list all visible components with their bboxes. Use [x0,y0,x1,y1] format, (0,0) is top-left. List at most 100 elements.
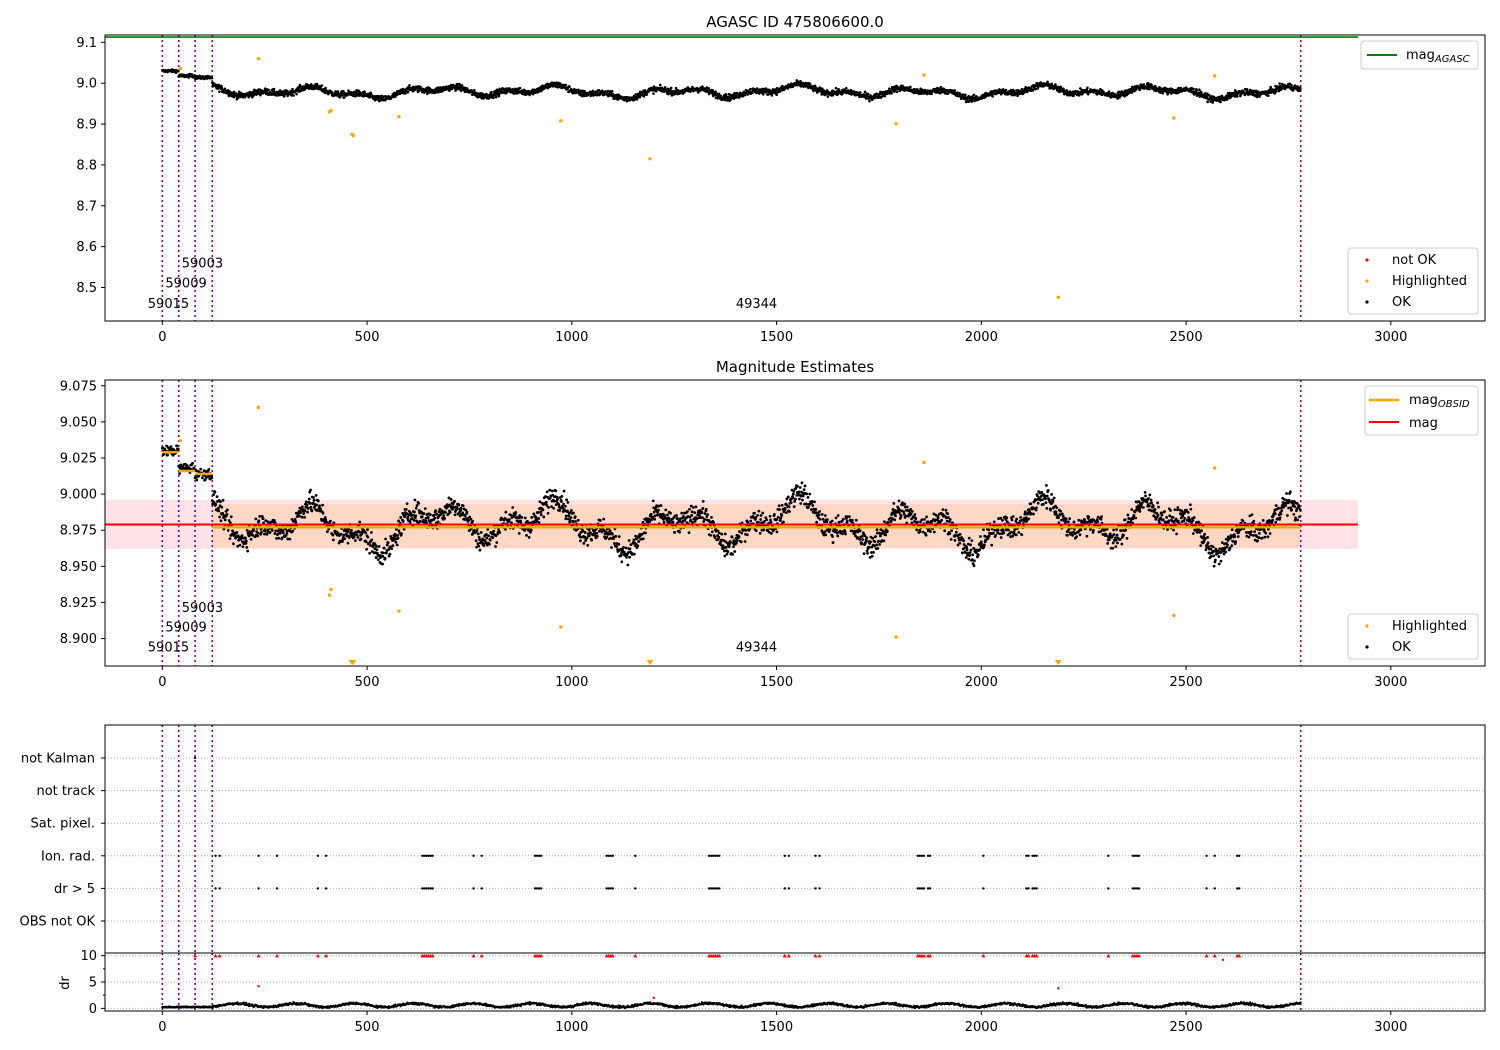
y-tick-label: 9.0 [76,77,97,92]
ok-point [758,531,762,535]
ok-point [315,82,319,86]
ok-point [645,93,648,96]
ok-point [254,517,258,521]
ok-point [610,546,613,549]
x-tick-label: 500 [355,330,380,345]
ok-point [454,87,458,91]
ok-point [232,542,235,546]
ok-point [354,91,358,94]
ok-point [218,515,222,519]
ok-point [507,518,511,522]
ok-point [703,512,707,515]
ok-point [365,547,369,551]
ok-point [868,99,871,103]
ok-point [276,529,280,533]
ok-point [1245,87,1249,91]
ok-point [620,560,624,564]
ok-point [228,537,232,541]
ok-point [826,95,830,98]
x-tick-label: 0 [158,330,166,345]
ok-point [739,540,743,544]
ok-point [191,461,194,465]
ok-point [383,556,387,560]
ok-point [579,89,583,93]
x-tick-label: 1500 [760,330,793,345]
ok-point [693,511,697,515]
ok-point [644,531,647,535]
ok-point [210,476,214,480]
ok-point [297,514,301,518]
ok-point [310,509,314,513]
ok-point [1299,87,1302,90]
ok-point [595,534,599,538]
ok-point [331,533,335,537]
highlighted-point [397,115,401,119]
ok-point [613,542,616,545]
legend-mag-agasc: magAGASC [1360,40,1479,70]
ok-point [762,93,765,96]
ok-point [673,530,677,534]
ok-point [813,84,817,88]
ok-point [701,500,705,503]
ok-point [725,552,729,556]
ok-point [504,510,508,514]
ok-point [830,519,834,523]
ok-point [801,498,804,502]
ok-point [323,516,327,519]
ok-point [381,562,384,566]
ok-point [821,517,825,521]
ok-point [835,529,838,532]
ok-point [1161,91,1165,95]
ok-point [597,89,601,92]
ok-point [292,94,295,97]
ok-point [375,545,378,548]
ok-point [219,519,223,523]
ok-point [744,529,748,532]
ok-point [638,95,642,99]
ok-point [1004,88,1008,92]
ok-point [256,534,259,538]
ok-point [460,84,464,87]
ok-point [235,531,239,534]
ok-point [729,540,732,544]
ok-point [303,87,307,91]
ok-point [826,518,829,522]
ok-point [318,504,322,508]
ok-point [754,529,758,533]
ok-point [558,509,562,512]
y-tick-label: 8.7 [76,199,97,214]
ok-point [554,489,558,493]
ok-point [634,534,637,538]
y-tick-label: 8.5 [76,281,97,296]
ok-point [1192,87,1195,91]
highlighted-point [559,119,563,123]
ok-point [749,519,753,523]
ok-point [354,539,357,542]
ok-point [568,519,572,522]
ok-point [377,545,381,548]
ok-point [282,531,285,535]
ok-point [213,490,217,494]
ok-point [1046,80,1049,84]
ok-point [615,545,619,548]
ok-point [448,89,451,92]
ok-point [325,530,329,534]
ok-point [268,531,272,534]
ok-point [548,488,552,492]
ok-point [459,506,463,510]
ok-point [216,506,220,510]
ok-point [364,531,368,535]
ok-point [659,504,663,507]
ok-point [662,520,666,524]
ok-point [780,503,784,507]
ok-point [563,504,567,508]
ok-point [455,506,459,510]
ok-point [678,530,681,534]
ok-point [374,556,378,559]
ok-point [396,534,400,537]
ok-point [435,512,439,516]
ok-point [195,478,199,482]
ok-point [386,541,390,545]
ok-point [680,511,684,515]
ok-point [471,519,475,523]
